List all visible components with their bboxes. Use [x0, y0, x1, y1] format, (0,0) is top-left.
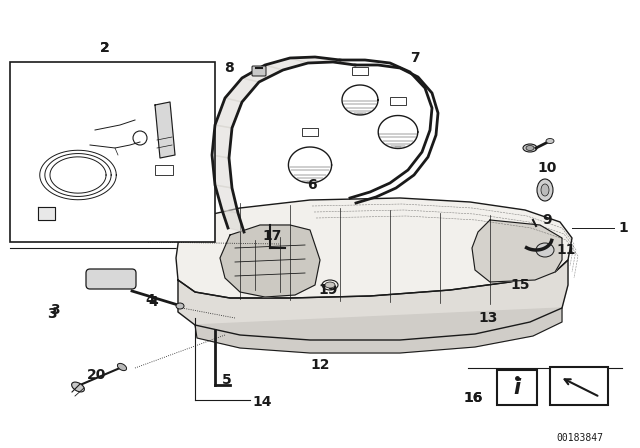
Ellipse shape [72, 382, 84, 392]
FancyBboxPatch shape [252, 66, 266, 76]
Polygon shape [225, 78, 259, 102]
Polygon shape [178, 260, 568, 340]
Text: 11: 11 [556, 243, 575, 257]
Text: i: i [513, 378, 520, 397]
Text: 20: 20 [87, 368, 107, 382]
Polygon shape [212, 155, 232, 188]
Text: 12: 12 [310, 358, 330, 372]
Text: 6: 6 [307, 178, 317, 192]
Polygon shape [195, 308, 562, 353]
Text: 10: 10 [538, 161, 557, 175]
Polygon shape [215, 185, 238, 213]
Text: 5: 5 [222, 373, 232, 387]
Bar [390, 97, 406, 105]
Ellipse shape [546, 138, 554, 143]
Ellipse shape [117, 363, 127, 370]
Text: 15: 15 [510, 278, 530, 292]
Polygon shape [215, 98, 242, 128]
Bar [155, 165, 173, 175]
Bar [497, 370, 537, 405]
Ellipse shape [526, 146, 534, 151]
Ellipse shape [523, 144, 537, 152]
Polygon shape [242, 65, 283, 82]
Text: 00183847: 00183847 [557, 433, 604, 443]
Text: 8: 8 [224, 61, 234, 75]
Text: 2: 2 [100, 41, 110, 55]
Ellipse shape [537, 179, 553, 201]
Text: 1: 1 [618, 221, 628, 235]
Text: 2: 2 [100, 41, 110, 55]
Ellipse shape [325, 282, 335, 288]
Polygon shape [220, 225, 320, 297]
Bar [352, 67, 368, 75]
Text: 17: 17 [262, 229, 282, 243]
Text: 16: 16 [463, 391, 483, 405]
Text: 3: 3 [47, 307, 57, 321]
Text: 18: 18 [108, 271, 128, 285]
Ellipse shape [176, 303, 184, 309]
Text: 14: 14 [252, 395, 272, 409]
Bar [550, 367, 608, 405]
Polygon shape [290, 57, 333, 63]
FancyBboxPatch shape [86, 269, 136, 289]
Polygon shape [472, 220, 562, 282]
Polygon shape [265, 58, 308, 70]
Polygon shape [315, 57, 355, 65]
Text: 4: 4 [148, 295, 157, 309]
Text: 19: 19 [318, 283, 337, 297]
Polygon shape [212, 125, 232, 158]
Text: 16: 16 [463, 391, 483, 405]
Ellipse shape [536, 243, 554, 257]
Polygon shape [176, 198, 572, 298]
Polygon shape [222, 210, 244, 232]
Text: 3: 3 [50, 303, 60, 317]
Text: 9: 9 [542, 213, 552, 227]
Text: 7: 7 [410, 51, 420, 65]
Bar [302, 128, 318, 136]
Polygon shape [155, 102, 175, 158]
Polygon shape [38, 207, 55, 220]
Ellipse shape [541, 184, 549, 196]
Bar [10, 62, 215, 242]
Text: 13: 13 [478, 311, 498, 325]
Text: 4: 4 [145, 293, 155, 307]
